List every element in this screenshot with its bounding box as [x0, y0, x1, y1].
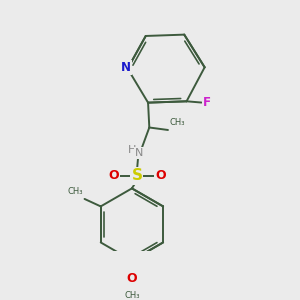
Text: O: O — [155, 169, 166, 182]
Text: F: F — [203, 96, 211, 109]
Text: N: N — [121, 61, 130, 74]
Text: CH₃: CH₃ — [169, 118, 185, 127]
Text: O: O — [108, 169, 119, 182]
Text: CH₃: CH₃ — [68, 187, 83, 196]
Text: O: O — [127, 272, 137, 285]
Text: H: H — [128, 146, 136, 155]
Text: N: N — [135, 148, 144, 158]
Text: S: S — [131, 169, 142, 184]
Text: CH₃: CH₃ — [124, 291, 140, 300]
